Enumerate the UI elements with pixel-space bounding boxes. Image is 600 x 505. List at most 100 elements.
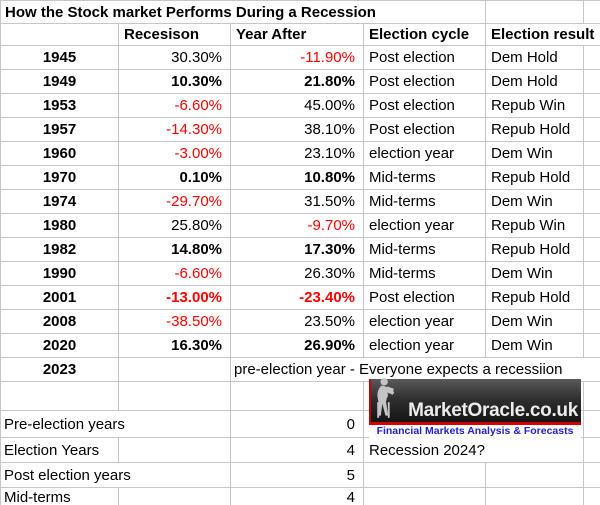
cell-election-result[interactable]: Dem Hold [486,70,584,94]
cell-recession-value[interactable]: -6.60% [119,94,231,118]
cell-year-after-value[interactable]: -9.70% [231,214,364,238]
cell-year-after-value[interactable]: 21.80% [231,70,364,94]
cell-election-result[interactable]: Dem Win [486,262,584,286]
cell-year-after-value[interactable]: 38.10% [231,118,364,142]
cell-year[interactable]: 1953 [1,94,119,118]
cell-empty[interactable] [119,358,231,382]
cell-election-result[interactable]: Repub Hold [486,238,584,262]
cell-recession-value[interactable]: -29.70% [119,190,231,214]
cell-election-cycle[interactable]: Mid-terms [364,166,486,190]
cell-year[interactable]: 2001 [1,286,119,310]
cell-recession-value[interactable]: 16.30% [119,334,231,358]
cell-empty[interactable] [584,1,600,24]
summary-value-mid-terms[interactable]: 4 [231,488,364,505]
cell-recession-value[interactable]: 14.80% [119,238,231,262]
cell-empty[interactable] [584,411,600,438]
cell-empty[interactable] [584,166,600,190]
cell-election-cycle[interactable]: election year [364,334,486,358]
cell-empty[interactable] [584,94,600,118]
cell-election-result[interactable]: Repub Hold [486,118,584,142]
cell-year[interactable]: 2023 [1,358,119,382]
cell-election-result[interactable]: Repub Hold [486,166,584,190]
cell-election-cycle[interactable]: election year [364,310,486,334]
cell-year[interactable]: 1970 [1,166,119,190]
cell-year[interactable]: 1960 [1,142,119,166]
cell-election-result[interactable]: Dem Win [486,334,584,358]
cell-empty[interactable] [364,463,486,488]
summary-value-post-election[interactable]: 5 [231,463,364,488]
cell-recession-2024-question[interactable]: Recession 2024? [364,438,584,463]
cell-election-cycle[interactable]: Post election [364,46,486,70]
cell-election-cycle[interactable]: Mid-terms [364,190,486,214]
cell-empty[interactable] [584,286,600,310]
cell-empty[interactable] [584,262,600,286]
cell-year-after-value[interactable]: 23.50% [231,310,364,334]
cell-election-cycle[interactable]: election year [364,142,486,166]
cell-empty[interactable] [584,310,600,334]
summary-label-post-election[interactable]: Post election years [1,463,231,488]
cell-empty[interactable] [584,438,600,463]
cell-empty[interactable] [584,214,600,238]
cell-empty[interactable] [486,463,584,488]
cell-election-result[interactable]: Dem Hold [486,46,584,70]
cell-recession-value[interactable]: 30.30% [119,46,231,70]
cell-year[interactable]: 1980 [1,214,119,238]
cell-election-cycle[interactable]: Mid-terms [364,238,486,262]
cell-year[interactable]: 1945 [1,46,119,70]
cell-election-result[interactable]: Dem Win [486,310,584,334]
cell-election-cycle[interactable]: Mid-terms [364,262,486,286]
cell-recession-value[interactable]: -38.50% [119,310,231,334]
summary-value-pre-election[interactable]: 0 [231,411,364,438]
cell-empty[interactable] [1,382,119,411]
cell-empty[interactable] [119,488,231,505]
cell-empty[interactable] [584,190,600,214]
cell-election-result[interactable]: Repub Hold [486,286,584,310]
cell-empty[interactable] [486,488,584,505]
cell-recession-value[interactable]: -13.00% [119,286,231,310]
cell-empty[interactable] [584,238,600,262]
cell-recession-value[interactable]: -6.60% [119,262,231,286]
cell-year-after-value[interactable]: 10.80% [231,166,364,190]
cell-empty[interactable] [584,488,600,505]
cell-year-after-value[interactable]: 26.90% [231,334,364,358]
cell-year-after-value[interactable]: 23.10% [231,142,364,166]
cell-empty[interactable] [584,382,600,411]
cell-year[interactable]: 2020 [1,334,119,358]
cell-recession-value[interactable]: 25.80% [119,214,231,238]
cell-year-after-value[interactable]: 17.30% [231,238,364,262]
cell-year-after-value[interactable]: 45.00% [231,94,364,118]
col-header-year-after[interactable]: Year After [231,24,364,46]
cell-year[interactable]: 1957 [1,118,119,142]
cell-election-cycle[interactable]: Post election [364,286,486,310]
cell-year[interactable]: 1974 [1,190,119,214]
cell-year[interactable]: 2008 [1,310,119,334]
cell-empty[interactable] [1,24,119,46]
sheet-title-cell[interactable]: How the Stock market Performs During a R… [1,1,486,24]
cell-empty[interactable] [119,438,231,463]
col-header-election-result[interactable]: Election result [486,24,600,46]
cell-year[interactable]: 1949 [1,70,119,94]
cell-empty[interactable] [584,70,600,94]
summary-label-election-years[interactable]: Election Years [1,438,119,463]
cell-election-result[interactable]: Dem Win [486,142,584,166]
cell-year-after-value[interactable]: -11.90% [231,46,364,70]
col-header-election-cycle[interactable]: Election cycle [364,24,486,46]
cell-empty[interactable] [584,334,600,358]
cell-election-cycle[interactable]: Post election [364,118,486,142]
cell-election-result[interactable]: Repub Win [486,94,584,118]
cell-year-after-value[interactable]: 31.50% [231,190,364,214]
cell-empty[interactable] [364,488,486,505]
summary-label-mid-terms[interactable]: Mid-terms [1,488,119,505]
cell-recession-value[interactable]: 0.10% [119,166,231,190]
cell-empty[interactable] [486,1,584,24]
cell-empty[interactable] [584,142,600,166]
cell-recession-value[interactable]: -14.30% [119,118,231,142]
cell-election-result[interactable]: Dem Win [486,190,584,214]
summary-label-pre-election[interactable]: Pre-election years [1,411,231,438]
cell-year[interactable]: 1982 [1,238,119,262]
cell-election-result[interactable]: Repub Win [486,214,584,238]
col-header-recession[interactable]: Recesison [119,24,231,46]
cell-election-cycle[interactable]: Post election [364,70,486,94]
cell-year-after-value[interactable]: -23.40% [231,286,364,310]
cell-empty[interactable] [231,382,364,411]
